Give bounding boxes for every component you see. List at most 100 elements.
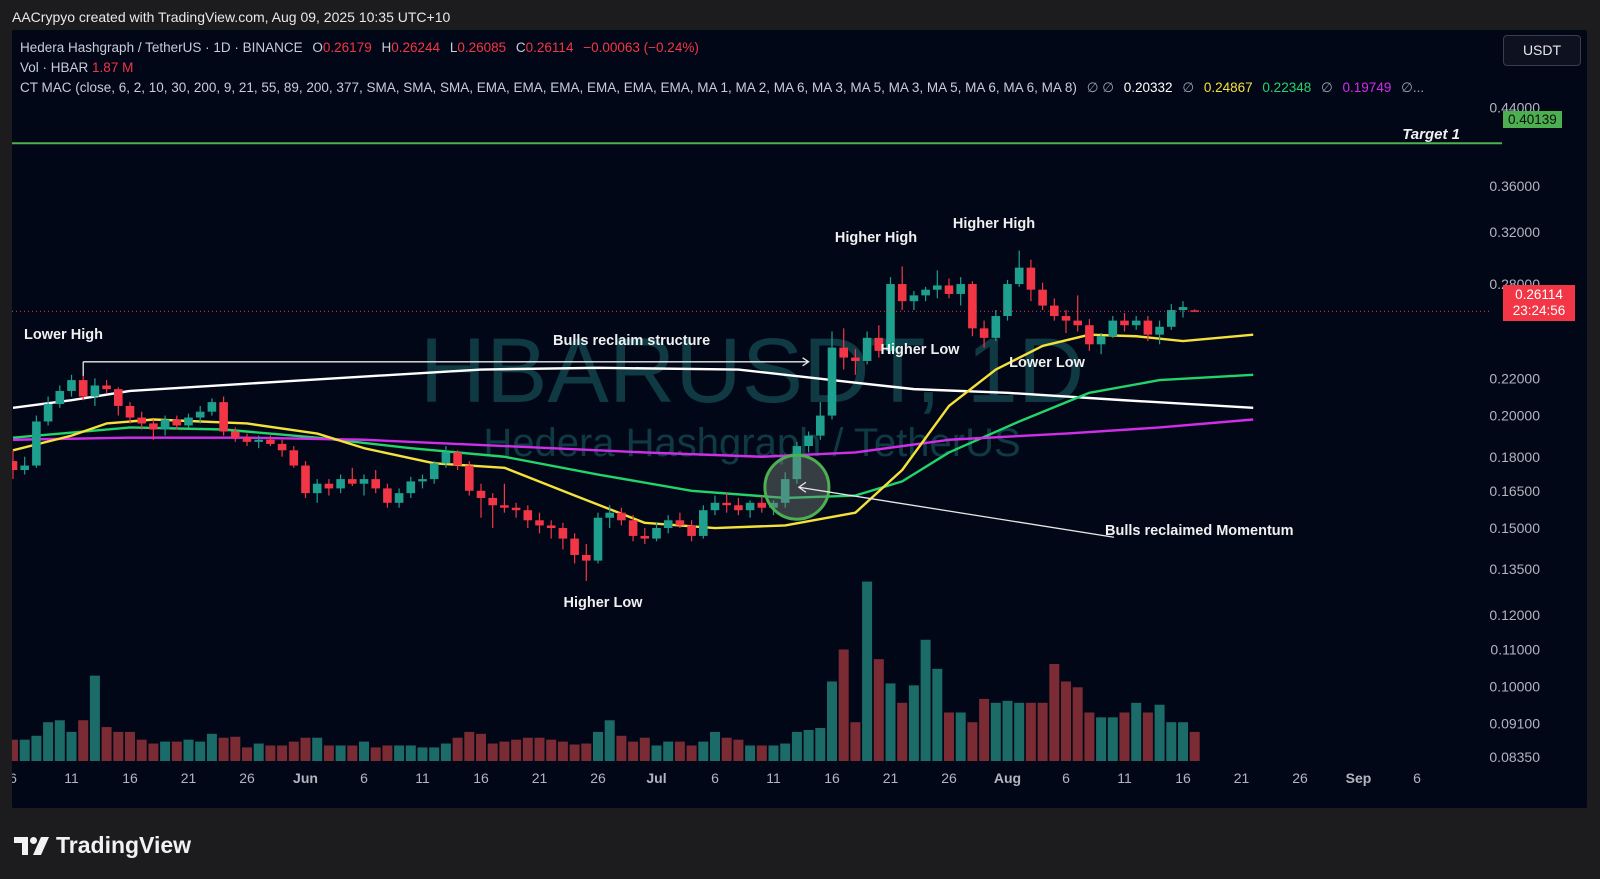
candle[interactable] <box>1038 289 1047 306</box>
candle[interactable] <box>897 284 907 302</box>
candle[interactable] <box>874 337 884 351</box>
candle[interactable] <box>734 505 743 511</box>
indicator-name[interactable]: CT MAC (close, 6, 2, 10, 30, 200, 9, 21,… <box>20 80 1077 95</box>
candle[interactable] <box>149 423 158 430</box>
candle[interactable] <box>184 417 193 426</box>
candle[interactable] <box>488 497 497 506</box>
candle[interactable] <box>710 502 720 511</box>
candle[interactable] <box>605 512 614 518</box>
candle[interactable] <box>1155 326 1164 335</box>
candle[interactable] <box>933 285 942 290</box>
candle[interactable] <box>43 404 53 422</box>
candle[interactable] <box>839 347 848 358</box>
candle[interactable] <box>968 284 977 329</box>
candle[interactable] <box>231 431 240 438</box>
candle[interactable] <box>429 463 439 480</box>
candle[interactable] <box>699 510 708 536</box>
candle[interactable] <box>1190 310 1199 312</box>
candle[interactable] <box>652 528 661 539</box>
candle[interactable] <box>792 446 802 480</box>
candle[interactable] <box>944 285 954 294</box>
candle[interactable] <box>558 528 568 539</box>
candle[interactable] <box>1178 307 1188 311</box>
indicator-legend[interactable]: CT MAC (close, 6, 2, 10, 30, 200, 9, 21,… <box>20 80 1424 96</box>
candle[interactable] <box>722 502 731 506</box>
candle[interactable] <box>348 479 357 484</box>
candle[interactable] <box>593 517 603 561</box>
candle[interactable] <box>956 284 965 294</box>
candle[interactable] <box>219 402 228 432</box>
candle[interactable] <box>1026 267 1036 290</box>
candle[interactable] <box>102 385 111 390</box>
momentum-circle[interactable] <box>763 453 831 521</box>
candle[interactable] <box>359 479 369 484</box>
candle[interactable] <box>757 502 767 508</box>
candle[interactable] <box>570 538 579 555</box>
candle[interactable] <box>909 295 919 302</box>
candle[interactable] <box>1073 320 1082 326</box>
candle[interactable] <box>780 479 790 503</box>
candle[interactable] <box>137 417 146 424</box>
candle[interactable] <box>394 493 404 503</box>
candle[interactable] <box>582 554 591 561</box>
candle[interactable] <box>1143 320 1153 335</box>
candle[interactable] <box>862 337 872 361</box>
candle[interactable] <box>406 481 416 494</box>
candle[interactable] <box>67 380 76 391</box>
candle[interactable] <box>663 520 673 529</box>
candle[interactable] <box>745 502 755 511</box>
candle[interactable] <box>172 419 182 426</box>
candle[interactable] <box>90 385 100 397</box>
candle[interactable] <box>207 402 217 412</box>
candle[interactable] <box>546 525 556 529</box>
tradingview-logo[interactable]: TradingView <box>14 832 191 859</box>
candle[interactable] <box>160 419 170 430</box>
candle[interactable] <box>277 443 287 451</box>
candle[interactable] <box>1085 325 1094 345</box>
candle[interactable] <box>312 483 322 494</box>
candle[interactable] <box>687 525 696 536</box>
candle[interactable] <box>32 421 41 466</box>
candle[interactable] <box>78 380 88 397</box>
candle[interactable] <box>816 415 825 436</box>
currency-button[interactable]: USDT <box>1503 35 1581 66</box>
candle[interactable] <box>804 435 813 447</box>
candle[interactable] <box>55 390 65 405</box>
candle[interactable] <box>254 439 263 442</box>
candle[interactable] <box>266 439 275 444</box>
candle[interactable] <box>20 465 29 471</box>
candle[interactable] <box>1131 320 1141 326</box>
candle[interactable] <box>1167 310 1176 327</box>
candle[interactable] <box>640 535 650 539</box>
candle[interactable] <box>195 411 205 418</box>
candle[interactable] <box>476 490 486 498</box>
candle[interactable] <box>1050 305 1059 317</box>
candle[interactable] <box>675 520 685 526</box>
candle[interactable] <box>511 507 521 511</box>
candle[interactable] <box>336 479 345 489</box>
candle[interactable] <box>617 512 626 521</box>
candle[interactable] <box>441 452 451 464</box>
candle[interactable] <box>324 483 334 489</box>
symbol-legend[interactable]: Hedera Hashgraph / TetherUS · 1D · BINAN… <box>20 40 699 55</box>
candle[interactable] <box>371 479 380 489</box>
candle[interactable] <box>769 502 778 508</box>
candle[interactable] <box>383 488 392 503</box>
candle[interactable] <box>289 450 299 466</box>
candle[interactable] <box>535 520 544 526</box>
candle[interactable] <box>921 289 930 296</box>
candle[interactable] <box>114 389 123 406</box>
candle[interactable] <box>453 452 462 466</box>
candle[interactable] <box>851 357 860 361</box>
candle[interactable] <box>979 328 989 338</box>
candle[interactable] <box>418 479 427 482</box>
candle[interactable] <box>827 347 837 416</box>
candle[interactable] <box>242 437 252 442</box>
candle[interactable] <box>523 510 533 521</box>
candle[interactable] <box>886 284 895 351</box>
candle[interactable] <box>1120 320 1129 326</box>
candle[interactable] <box>991 316 1001 338</box>
candle[interactable] <box>628 520 638 536</box>
candle[interactable] <box>1014 267 1024 285</box>
